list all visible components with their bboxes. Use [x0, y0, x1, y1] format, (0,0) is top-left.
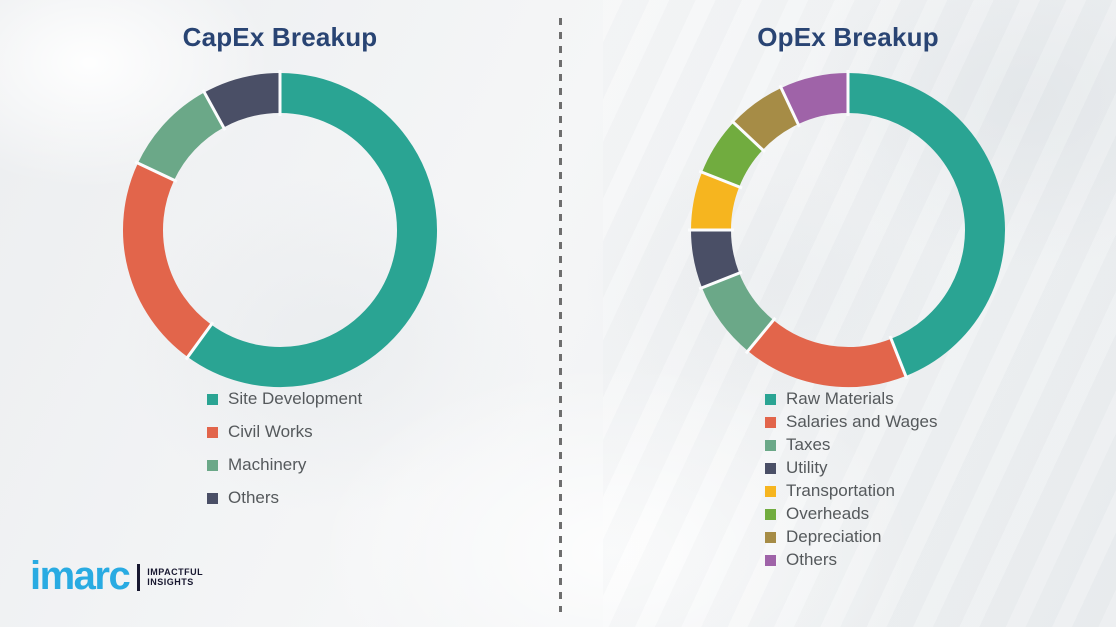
opex-legend: Raw Materials Salaries and Wages Taxes Util…: [765, 390, 938, 574]
legend-label: Taxes: [786, 435, 831, 454]
donut-segment-depreciation: [733, 87, 799, 151]
legend-item: Machinery: [207, 456, 362, 474]
legend-label: Salaries and Wages: [786, 412, 938, 431]
logo-tagline: IMPACTFUL INSIGHTS: [147, 565, 203, 588]
legend-label: Machinery: [228, 455, 307, 474]
legend-item: Taxes: [765, 436, 938, 454]
donut-segment-others: [781, 73, 849, 125]
segment-separator: [778, 84, 801, 128]
legend-label: Site Development: [228, 389, 363, 408]
legend-swatch: [207, 393, 218, 405]
logo-tagline-line1: IMPACTFUL: [147, 566, 204, 577]
legend-label: Raw Materials: [786, 389, 894, 408]
legend-label: Others: [228, 488, 280, 507]
legend-swatch: [207, 426, 218, 438]
legend-swatch: [765, 393, 776, 405]
legend-swatch: [765, 485, 776, 497]
donut-segment-utility: [691, 229, 740, 288]
donut-segment-salaries-and-wages: [747, 319, 906, 387]
segment-separator: [698, 169, 743, 190]
imarc-logo-wordmark: imarc: [30, 554, 131, 598]
segment-separator: [698, 270, 743, 291]
capex-donut-chart: [123, 70, 437, 387]
logo-divider-bar: [137, 563, 141, 591]
vertical-dashed-divider: [559, 18, 562, 612]
logo-tagline-line2: INSIGHTS: [147, 577, 194, 587]
legend-label: Transportation: [786, 481, 895, 500]
legend-label: Civil Works: [228, 422, 313, 441]
donut-segment-overheads: [702, 122, 764, 188]
donut-segment-transportation: [691, 172, 740, 231]
donut-segment-civil-works: [123, 163, 212, 358]
legend-label: Overheads: [786, 504, 870, 523]
legend-item: Salaries and Wages: [765, 413, 938, 431]
legend-swatch: [207, 492, 218, 504]
imarc-logo: imarc IMPACTFUL INSIGHTS: [30, 556, 203, 596]
donut-segment-taxes: [702, 272, 774, 351]
legend-swatch: [765, 554, 776, 566]
opex-donut-chart: [688, 70, 1005, 387]
capex-title: CapEx Breakup: [182, 22, 378, 52]
legend-label: Utility: [786, 458, 828, 477]
legend-swatch: [765, 439, 776, 451]
legend-item: Site Development: [207, 390, 362, 408]
legend-swatch: [765, 508, 776, 520]
legend-item: Transportation: [765, 482, 938, 500]
capex-legend: Site Development Civil Works Machinery Othe…: [207, 390, 362, 522]
segment-separator: [744, 316, 777, 355]
donut-segment-site-development: [187, 73, 437, 387]
legend-swatch: [765, 531, 776, 543]
legend-swatch: [765, 462, 776, 474]
segment-separator: [134, 160, 178, 183]
legend-label: Others: [786, 550, 838, 569]
segment-separator: [201, 89, 227, 131]
legend-item: Depreciation: [765, 528, 938, 546]
legend-item: Raw Materials: [765, 390, 938, 408]
segment-separator: [888, 335, 909, 380]
legend-label: Depreciation: [786, 527, 882, 546]
segment-separator: [730, 119, 766, 154]
donut-segment-machinery: [137, 92, 225, 181]
legend-item: Overheads: [765, 505, 938, 523]
legend-item: Utility: [765, 459, 938, 477]
legend-swatch: [207, 459, 218, 471]
legend-item: Civil Works: [207, 423, 362, 441]
legend-item: Others: [765, 551, 938, 569]
donut-segment-raw-materials: [847, 73, 1005, 376]
opex-title: OpEx Breakup: [757, 22, 939, 52]
donut-segment-others: [204, 73, 281, 128]
legend-swatch: [765, 416, 776, 428]
segment-separator: [184, 321, 215, 361]
legend-item: Others: [207, 489, 362, 507]
